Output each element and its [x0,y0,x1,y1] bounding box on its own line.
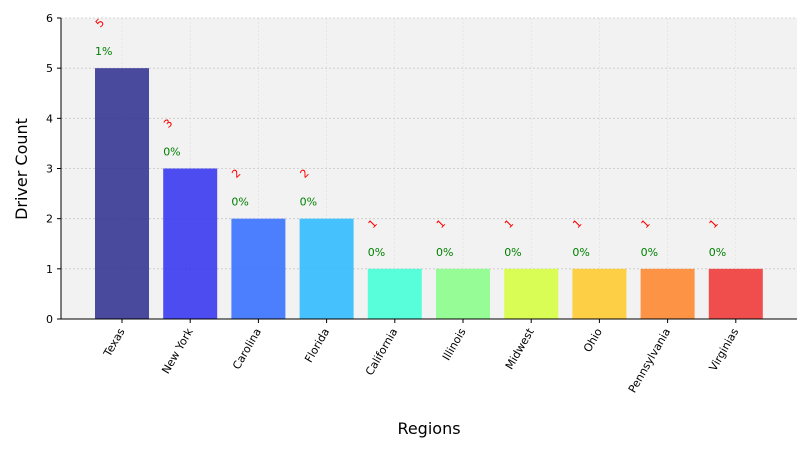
percent-label: 0% [300,196,317,209]
percent-label: 0% [572,246,589,259]
x-tick-label: Virginias [707,326,742,374]
y-tick-label: 4 [46,112,53,125]
y-axis-title: Driver Count [12,118,31,220]
y-ticks-group: 0 1 2 3 4 5 6 [46,12,61,326]
x-tick-label: California [363,326,400,378]
x-tick-label: Florida [302,326,332,365]
bar [231,218,286,319]
x-ticks-group: Texas New York Carolina Florida California Il… [101,319,742,395]
percent-label: 0% [641,246,658,259]
y-tick-label: 2 [46,213,53,226]
y-tick-label: 3 [46,163,53,176]
x-tick-label: Illinois [440,326,469,363]
y-tick-label: 6 [46,12,53,25]
percent-label: 1% [95,45,112,58]
percent-label: 0% [709,246,726,259]
y-tick-label: 5 [46,62,53,75]
x-tick-label: Ohio [581,326,605,355]
bar [367,268,422,319]
bars-group [95,68,763,320]
bar [299,218,354,319]
bar [708,268,763,319]
bar [572,268,627,319]
x-tick-label: Texas [101,326,128,360]
percent-label: 0% [436,246,453,259]
x-tick-label: Midwest [503,325,537,371]
bar [436,268,490,319]
x-tick-label: Pennsylvania [626,326,673,395]
bar [95,68,149,320]
y-tick-label: 0 [46,313,53,326]
bar [640,268,695,319]
x-tick-label: Carolina [230,326,264,372]
bar [163,168,218,319]
percent-label: 0% [504,246,521,259]
percent-label: 0% [231,196,248,209]
x-axis-title: Regions [397,419,460,438]
y-tick-label: 1 [46,263,53,276]
bar [504,268,559,319]
x-tick-label: New York [159,325,196,376]
percent-label: 0% [368,246,385,259]
percent-label: 0% [163,146,180,159]
